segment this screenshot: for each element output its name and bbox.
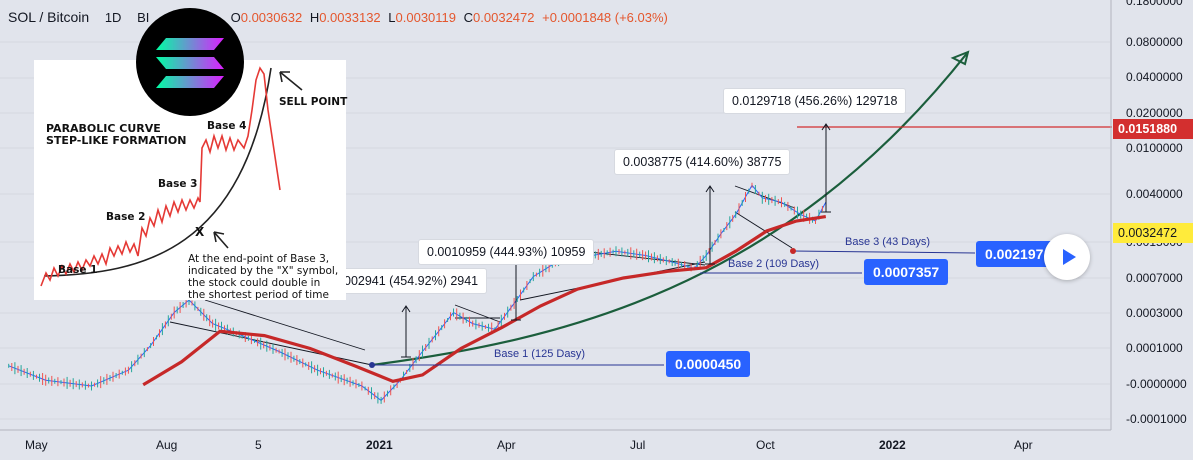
x-tick-label: Oct [756,438,775,452]
open-label: O [230,10,241,25]
measure-arrow-4-head [821,123,831,131]
x-tick-label: Jul [630,438,646,452]
solana-logo-bars [156,38,224,88]
measure-arrow-3-head [705,185,715,193]
candles [8,182,823,404]
curve-arrow-head [950,50,970,66]
measure-callout-3: 0.0038775 (414.60%) 38775 [615,150,790,174]
illustration-title-line1: PARABOLIC CURVE [46,122,161,135]
x-tick-label: Aug [156,438,178,452]
illustration-note-line2: indicated by the "X" symbol, [188,265,339,277]
x-tick-label: 5 [255,438,262,452]
x-tick-label: Apr [1014,438,1033,452]
base2-value-pill[interactable]: 0.0007357 [864,259,949,285]
base3-point [790,248,796,254]
measure-callout-2: 0.0010959 (444.93%) 10959 [419,240,594,264]
resistance-price-tag: 0.0151880 [1113,119,1193,139]
illustration-note-line3: the stock could double in [188,277,321,289]
trend-line [734,211,793,249]
illustration-base3: Base 3 [158,178,198,190]
illustration-drawing [40,66,303,287]
y-tick-label: 0.0001000 [1126,341,1183,355]
play-button[interactable] [1044,234,1090,280]
base1-point [369,362,375,368]
play-icon [1063,249,1076,265]
base1-value-pill[interactable]: 0.0000450 [666,351,751,377]
sell-arrow-icon [279,71,303,91]
trend-line [454,304,501,323]
high-label: H [309,10,320,25]
low-label: L [388,10,396,25]
y-tick-label: 0.1800000 [1126,0,1183,8]
exchange-label: BI [137,10,150,25]
base2-label: Base 2 (109 Dasy) [728,258,820,270]
y-tick-label: 0.0400000 [1126,70,1183,84]
measure-arrow-1-head [401,305,411,313]
x-tick-label: Apr [497,438,516,452]
trend-line [571,249,706,266]
y-tick-label: -0.0001000 [1126,412,1187,426]
illustration-price-line [40,66,281,287]
x-tick-label: 2021 [366,438,393,452]
last-price-tag: 0.0032472 [1113,223,1193,243]
x-tick-label: 2022 [879,438,906,452]
y-tick-label: 0.0003000 [1126,306,1183,320]
interval-label[interactable]: 1D [104,10,122,25]
change-value: +0.0001848 (+6.03%) [542,10,668,25]
trend-line [204,299,366,351]
base3-label: Base 3 (43 Days) [845,236,930,248]
illustration-base4: Base 4 [207,120,247,132]
illustration-base2: Base 2 [106,211,146,223]
y-tick-label: -0.0000000 [1126,377,1187,391]
chart-header: SOL / Bitcoin 1D BI O0.0030632 H0.003313… [8,9,668,25]
illustration-title-line2: STEP-LIKE FORMATION [46,134,187,147]
open-value: 0.0030632 [240,10,303,25]
illustration-base1: Base 1 [58,264,98,276]
illustration-curve [43,67,272,277]
measure-callout-4: 0.0129718 (456.26%) 129718 [724,89,906,113]
close-value: 0.0032472 [473,10,535,25]
y-tick-label: 0.0007000 [1126,271,1183,285]
solana-logo-icon [136,8,244,116]
illustration-note-line1: At the end-point of Base 3, [188,253,330,265]
close-label: C [463,10,474,25]
high-value: 0.0033132 [319,10,381,25]
x-arrow-icon [213,231,229,249]
x-tick-label: May [25,438,48,452]
illustration-note-line4: the shortest period of time [188,289,329,301]
illustration-sell-point: SELL POINT [279,96,348,108]
symbol-label[interactable]: SOL / Bitcoin [8,9,90,25]
y-tick-label: 0.0800000 [1126,35,1183,49]
y-tick-label: 0.0100000 [1126,141,1183,155]
y-tick-label: 0.0040000 [1126,187,1183,201]
y-tick-label: 0.0200000 [1126,106,1183,120]
base3-line [792,250,976,254]
measure-callout-1: 002941 (454.92%) 2941 [336,269,487,293]
moving-average-line [142,215,827,387]
illustration-x-mark: X [195,225,205,239]
low-value: 0.0030119 [395,10,457,25]
base1-label: Base 1 (125 Dasy) [494,348,586,360]
